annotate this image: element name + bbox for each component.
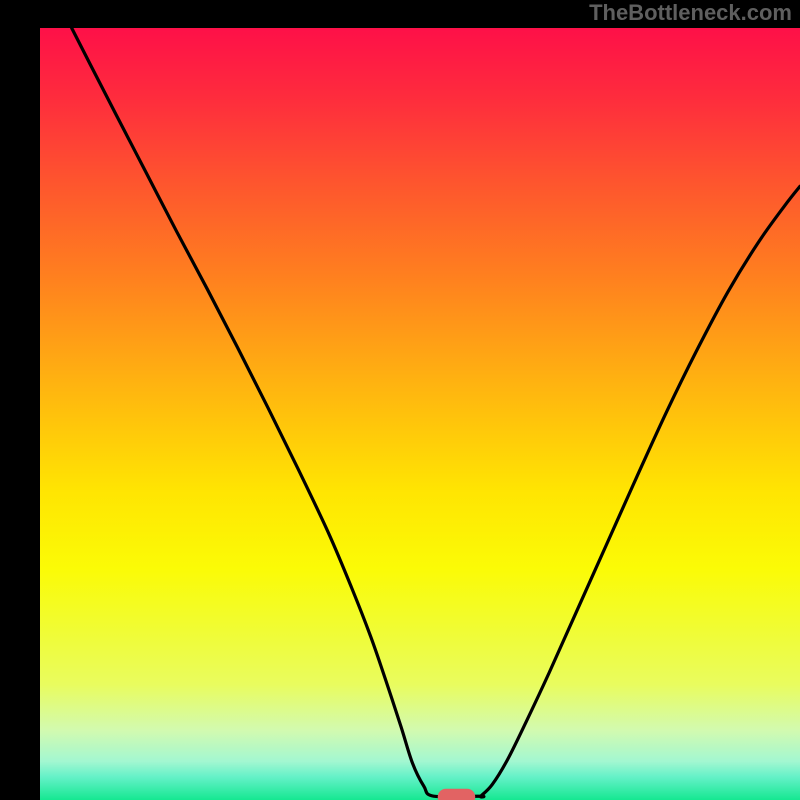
attribution-text: TheBottleneck.com	[589, 0, 792, 26]
optimal-marker	[438, 789, 474, 800]
chart-container: TheBottleneck.com	[0, 0, 800, 800]
plot-area	[40, 28, 800, 800]
chart-svg	[40, 28, 800, 800]
gradient-background	[40, 28, 800, 800]
